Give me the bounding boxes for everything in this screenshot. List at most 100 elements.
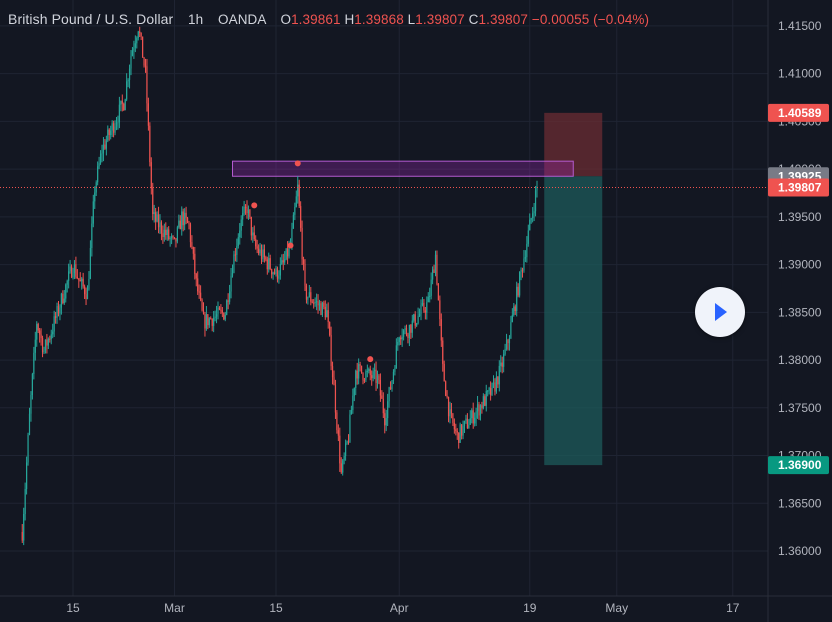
candle-body: [488, 388, 490, 391]
high-value: 1.39868: [354, 12, 404, 27]
candle-body: [313, 302, 315, 304]
candle-body: [85, 294, 87, 300]
candle-body: [236, 245, 238, 255]
candle-body: [102, 144, 105, 154]
candle-body: [472, 410, 474, 424]
candle-body: [68, 271, 70, 281]
candle-body: [400, 337, 402, 340]
candle-body: [136, 38, 138, 44]
candle-body: [285, 248, 287, 260]
candle-body: [424, 310, 426, 313]
candle-body: [207, 314, 209, 326]
candle-body: [155, 212, 157, 222]
candle-body: [57, 306, 60, 314]
candle-body: [142, 36, 144, 58]
candle-body: [160, 222, 163, 234]
take-profit-zone: [544, 176, 603, 466]
candle-body: [179, 220, 181, 230]
x-tick-label: 15: [269, 601, 283, 615]
candle-body: [340, 463, 342, 473]
candle-body: [374, 369, 376, 372]
candle-body: [256, 246, 258, 249]
symbol-name: British Pound / U.S. Dollar: [8, 11, 174, 27]
candle-body: [99, 153, 102, 164]
candle-body: [405, 327, 408, 335]
candle-body: [211, 319, 213, 326]
candle-body: [282, 260, 284, 263]
candle-body: [24, 489, 26, 514]
candle-body: [453, 422, 455, 430]
candle-body: [520, 269, 522, 273]
candle-body: [305, 285, 308, 300]
candle-body: [108, 129, 110, 136]
candle-body: [474, 417, 476, 424]
candle-body: [514, 306, 516, 312]
candle-body: [311, 301, 313, 303]
candle-body: [204, 314, 206, 329]
candle-body: [353, 387, 355, 396]
candle-body: [500, 362, 502, 366]
candle-body: [47, 338, 49, 346]
candle-body: [434, 254, 437, 273]
play-button[interactable]: [695, 287, 745, 337]
candle-body: [94, 192, 96, 202]
candle-body: [89, 247, 91, 279]
candle-body: [269, 258, 271, 270]
candle-body: [23, 513, 25, 541]
candle-body: [41, 338, 44, 353]
x-tick-label: May: [605, 601, 628, 615]
candle-body: [169, 238, 171, 240]
candle-body: [130, 55, 132, 69]
candle-body: [115, 122, 118, 127]
candle-body: [355, 370, 357, 388]
candle-body: [469, 418, 471, 425]
candle-body: [452, 413, 454, 423]
candle-body: [53, 316, 55, 332]
candle-body: [536, 186, 538, 191]
candle-body: [432, 269, 434, 280]
candle-body: [417, 315, 419, 324]
candle-body: [368, 369, 370, 371]
candle-body: [146, 66, 148, 104]
x-tick-label: Apr: [390, 601, 409, 615]
candle-body: [382, 398, 384, 414]
candle-body: [513, 306, 515, 316]
candle-body: [371, 375, 373, 379]
candle-body: [526, 243, 528, 258]
candle-body: [126, 81, 128, 100]
candle-body: [113, 123, 115, 133]
candle-body: [175, 238, 177, 242]
candle-body: [178, 220, 180, 228]
candle-body: [27, 434, 29, 463]
y-tick-label: 1.38500: [778, 305, 822, 319]
candle-body: [229, 291, 231, 302]
candle-body: [462, 425, 464, 436]
candle-body: [463, 420, 466, 426]
open-value: 1.39861: [291, 12, 341, 27]
candle-body: [194, 253, 196, 274]
candle-body: [301, 227, 303, 260]
candle-body: [273, 272, 276, 274]
candle-body: [484, 396, 486, 406]
candle-body: [189, 224, 192, 243]
candle-body: [456, 431, 458, 433]
candle-body: [281, 260, 283, 265]
candle-body: [176, 227, 178, 242]
candle-body: [302, 259, 305, 265]
candle-body: [430, 279, 432, 296]
candle-body: [408, 324, 410, 338]
candle-body: [215, 314, 218, 317]
candle-body: [205, 314, 207, 329]
candle-body: [497, 376, 499, 385]
candle-body: [532, 213, 534, 219]
signal-dot: [287, 242, 294, 249]
candle-body: [295, 196, 297, 208]
candle-body: [343, 455, 345, 461]
candle-body: [213, 317, 215, 326]
candle-body: [118, 104, 120, 123]
low-value: 1.39807: [415, 12, 465, 27]
candle-body: [260, 249, 263, 260]
candle-body: [246, 207, 248, 214]
candle-body: [243, 206, 245, 214]
